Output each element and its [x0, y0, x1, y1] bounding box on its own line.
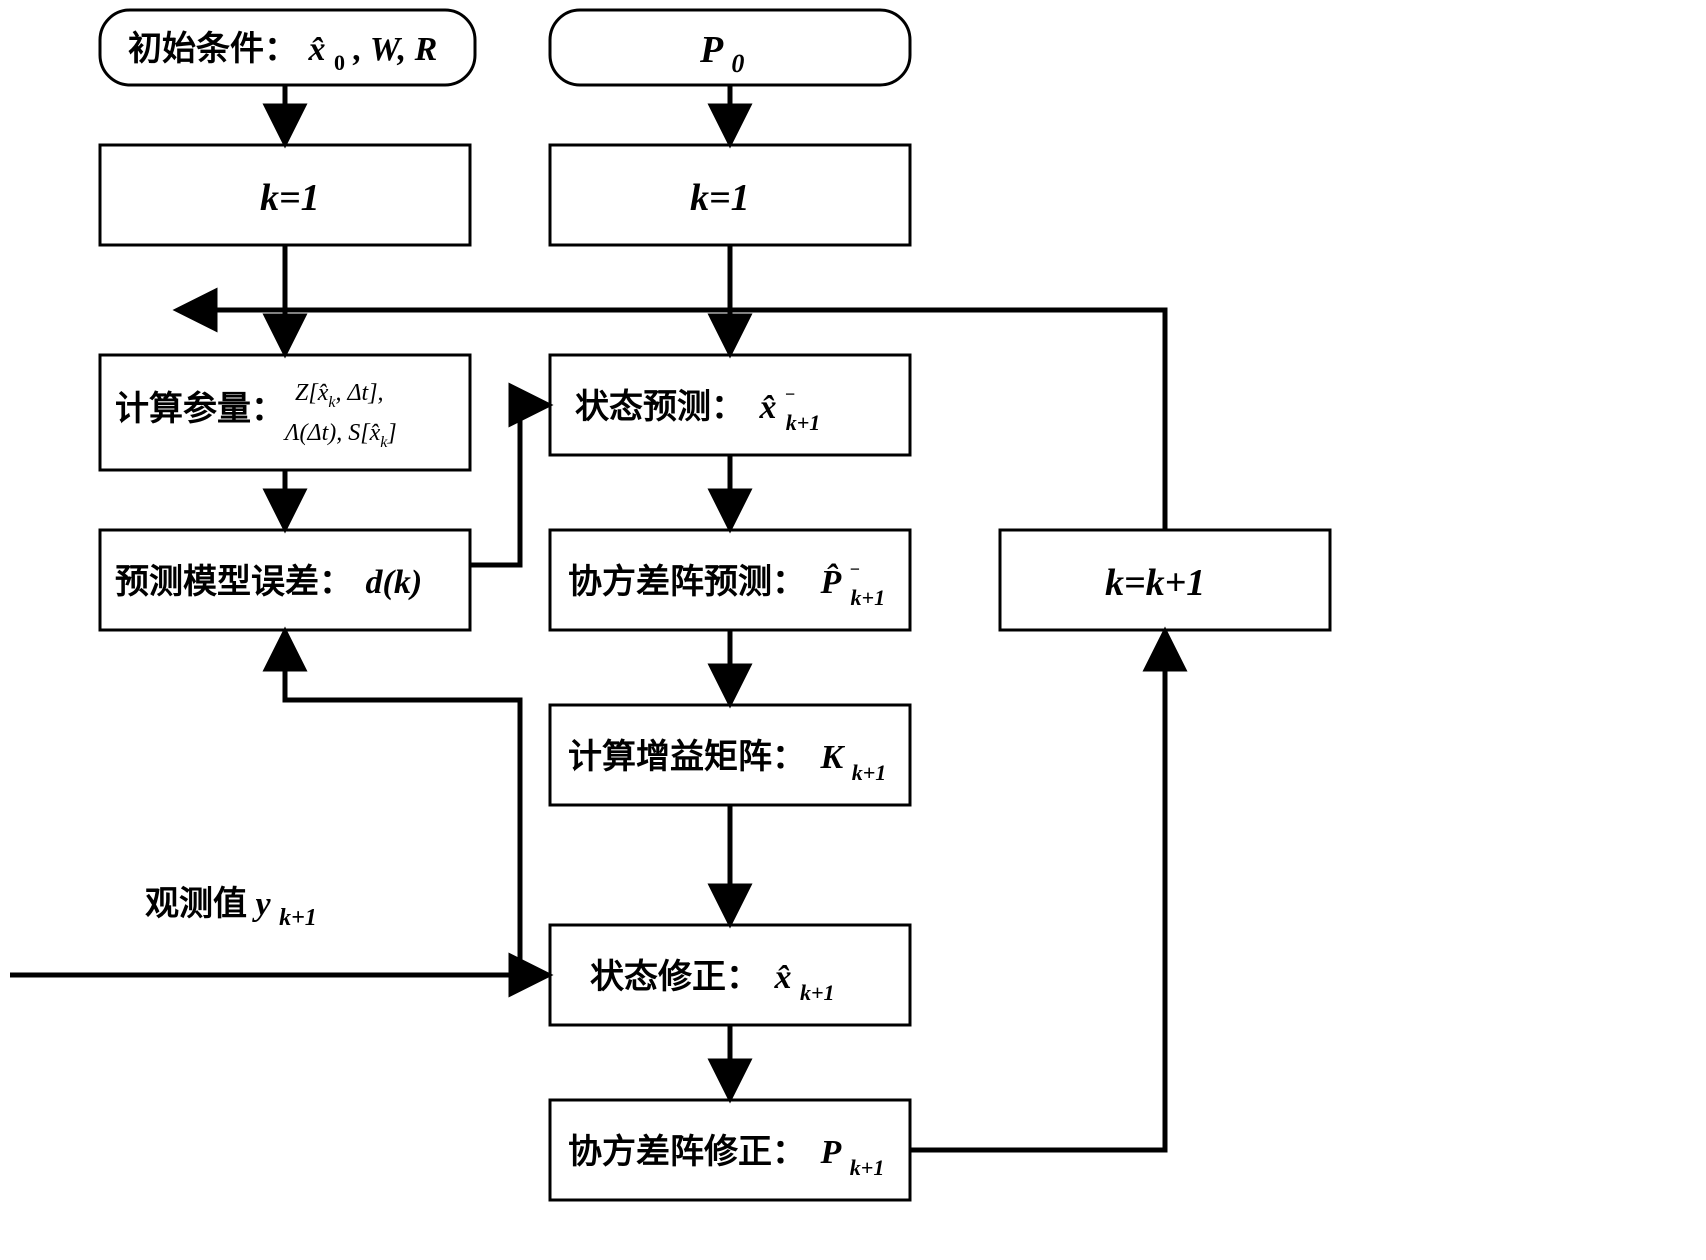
flowchart: 初始条件： x̂ 0 , W, R P 0 k=1 k=1 计算参量： Z[x̂…	[0, 0, 1706, 1260]
arrow-covcorr-kinc	[910, 634, 1165, 1150]
label-k-inc: k=k+1	[1105, 562, 1205, 604]
label-obs: 观测值 y k+1	[145, 885, 317, 931]
label-k1-left: k=1	[260, 177, 320, 219]
label-k1-right: k=1	[690, 177, 750, 219]
arrow-prederr-statepred	[470, 405, 546, 565]
label-pred-err: 预测模型误差： d(k)	[115, 563, 422, 601]
arrow-statecorr-prederr	[285, 634, 520, 870]
label-calc-param: 计算参量：	[115, 390, 285, 428]
